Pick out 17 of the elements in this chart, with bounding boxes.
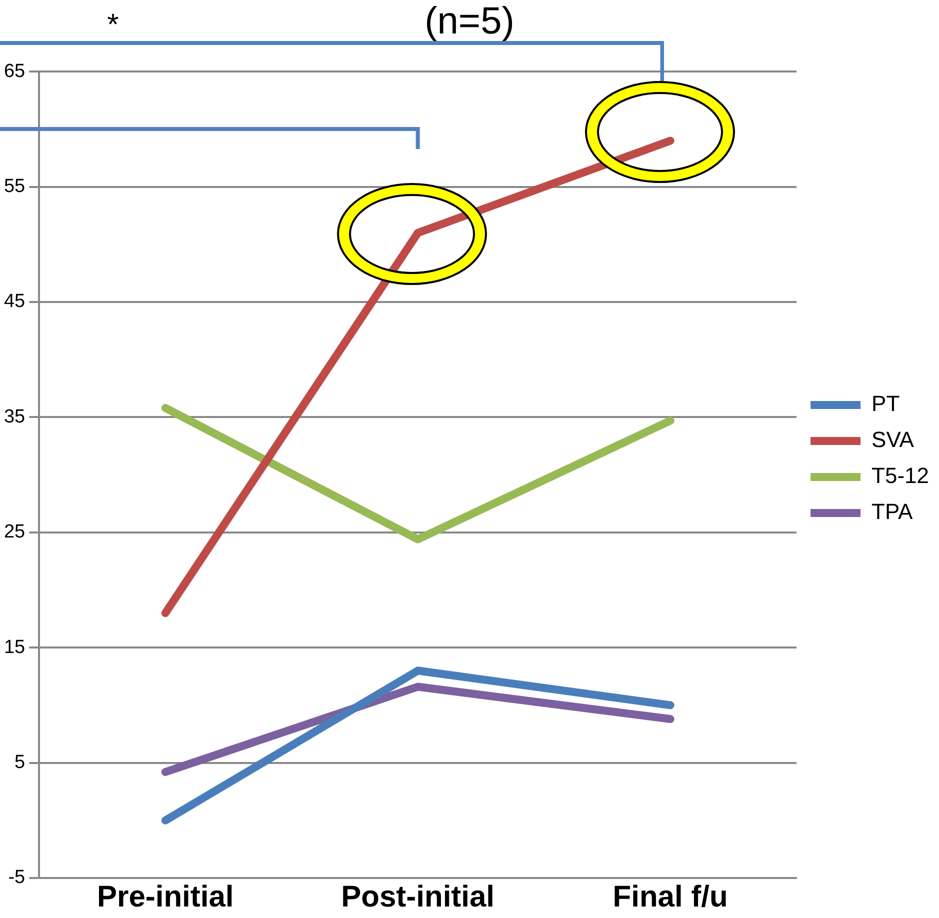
y-tick-label: 35 — [4, 406, 26, 428]
x-tick-label: Post-initial — [341, 880, 495, 914]
x-tick-label: Final f/u — [612, 880, 728, 914]
text: * — [107, 8, 120, 42]
y-tick-label: -5 — [8, 867, 26, 888]
x-tick-label: Pre-initial — [97, 880, 234, 914]
legend-label: TPA — [872, 499, 914, 524]
legend-label: PT — [872, 391, 900, 416]
y-tick-label: 15 — [4, 636, 26, 658]
y-tick-label: 5 — [14, 752, 26, 774]
y-tick-label: 55 — [4, 176, 26, 198]
y-tick-label: 65 — [4, 60, 26, 82]
chart-title: (n=5) — [424, 0, 514, 42]
y-tick-label: 45 — [4, 291, 26, 312]
legend-label: SVA — [872, 427, 914, 452]
y-tick-label: 25 — [4, 522, 26, 543]
legend-label: T5-12 — [872, 463, 930, 488]
